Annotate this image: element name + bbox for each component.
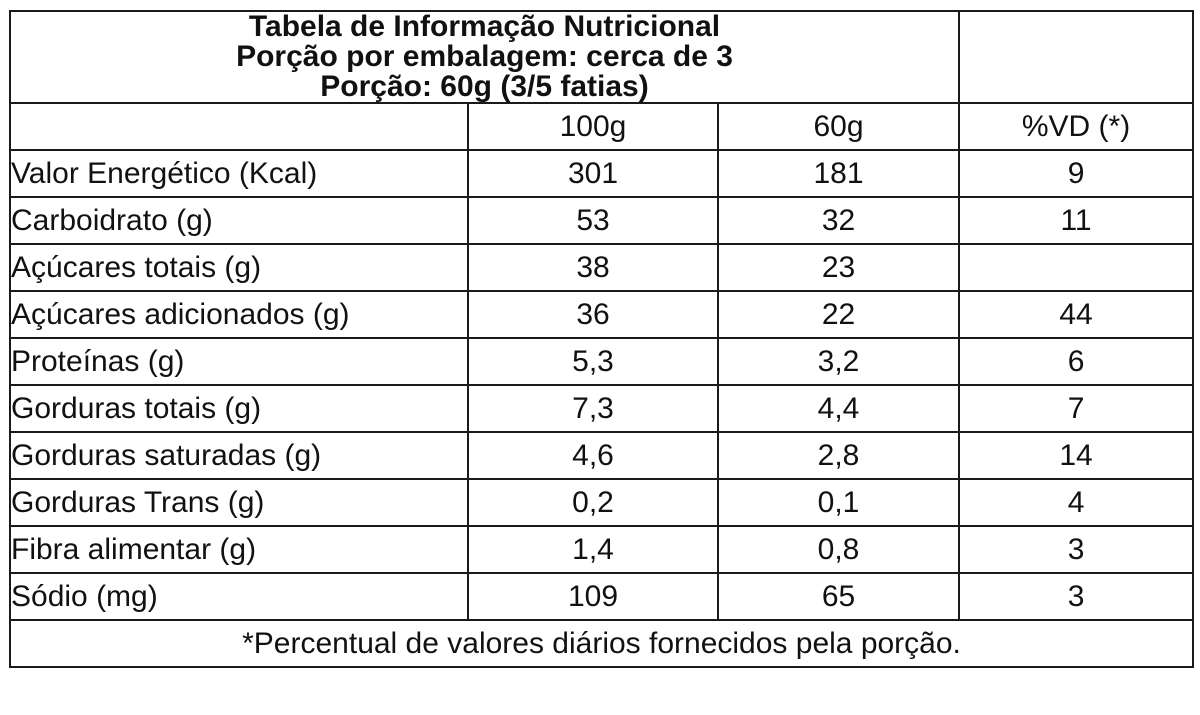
- value-vd: 44: [958, 290, 1195, 339]
- table-row: Açúcares adicionados (g) 36 22 44: [9, 290, 1195, 339]
- value-vd: 11: [958, 196, 1195, 245]
- value-60g: 0,1: [716, 478, 961, 527]
- value-100g: 36: [467, 290, 719, 339]
- value-60g: 0,8: [716, 525, 961, 574]
- column-header-row: 100g 60g %VD (*): [9, 102, 1195, 151]
- nutrient-name: Açúcares totais (g): [9, 243, 469, 292]
- value-60g: 181: [716, 149, 961, 198]
- value-60g: 65: [716, 572, 961, 621]
- column-header-nutrient: [9, 102, 469, 151]
- value-60g: 32: [716, 196, 961, 245]
- value-60g: 3,2: [716, 337, 961, 386]
- value-vd: 9: [958, 149, 1195, 198]
- table-row: Carboidrato (g) 53 32 11: [9, 196, 1195, 245]
- nutrition-table-container: Tabela de Informação Nutricional Porção …: [8, 10, 1195, 668]
- nutrient-name: Gorduras Trans (g): [9, 478, 469, 527]
- value-vd: 4: [958, 478, 1195, 527]
- table-row: Fibra alimentar (g) 1,4 0,8 3: [9, 525, 1195, 574]
- value-vd: 7: [958, 384, 1195, 433]
- value-vd: 6: [958, 337, 1195, 386]
- value-vd: 3: [958, 572, 1195, 621]
- table-row: Açúcares totais (g) 38 23: [9, 243, 1195, 292]
- nutrient-name: Valor Energético (Kcal): [9, 149, 469, 198]
- table-row: Gorduras Trans (g) 0,2 0,1 4: [9, 478, 1195, 527]
- nutrient-name: Carboidrato (g): [9, 196, 469, 245]
- table-row: Proteínas (g) 5,3 3,2 6: [9, 337, 1195, 386]
- table-row: Valor Energético (Kcal) 301 181 9: [9, 149, 1195, 198]
- footnote: *Percentual de valores diários fornecido…: [8, 619, 1195, 668]
- table-row: Gorduras saturadas (g) 4,6 2,8 14: [9, 431, 1195, 480]
- table-row: Gorduras totais (g) 7,3 4,4 7: [9, 384, 1195, 433]
- nutrient-name: Gorduras saturadas (g): [9, 431, 469, 480]
- value-100g: 1,4: [467, 525, 719, 574]
- value-100g: 38: [467, 243, 719, 292]
- value-vd: [958, 243, 1195, 292]
- value-100g: 301: [467, 149, 719, 198]
- column-header-vd: %VD (*): [958, 102, 1195, 151]
- nutrient-name: Proteínas (g): [9, 337, 469, 386]
- value-100g: 0,2: [467, 478, 719, 527]
- nutrient-name: Gorduras totais (g): [9, 384, 469, 433]
- nutrient-name: Fibra alimentar (g): [9, 525, 469, 574]
- value-100g: 109: [467, 572, 719, 621]
- footnote-row: *Percentual de valores diários fornecido…: [8, 619, 1195, 668]
- table-header: Tabela de Informação Nutricional Porção …: [8, 10, 961, 104]
- servings-per-package: Porção por embalagem: cerca de 3: [236, 40, 733, 73]
- nutrient-name: Açúcares adicionados (g): [9, 290, 469, 339]
- value-60g: 22: [716, 290, 961, 339]
- value-60g: 4,4: [716, 384, 961, 433]
- table-title: Tabela de Informação Nutricional: [248, 10, 721, 43]
- nutrient-name: Sódio (mg): [9, 572, 469, 621]
- title-row: Tabela de Informação Nutricional Porção …: [8, 10, 1195, 104]
- value-100g: 5,3: [467, 337, 719, 386]
- value-100g: 7,3: [467, 384, 719, 433]
- value-vd: 14: [958, 431, 1195, 480]
- value-100g: 53: [467, 196, 719, 245]
- empty-header-cell: [958, 10, 1195, 104]
- column-header-60g: 60g: [716, 102, 961, 151]
- nutrition-table: Tabela de Informação Nutricional Porção …: [8, 10, 1195, 668]
- value-60g: 2,8: [716, 431, 961, 480]
- table-row: Sódio (mg) 109 65 3: [9, 572, 1195, 621]
- value-60g: 23: [716, 243, 961, 292]
- value-100g: 4,6: [467, 431, 719, 480]
- column-header-100g: 100g: [467, 102, 719, 151]
- value-vd: 3: [958, 525, 1195, 574]
- serving-size: Porção: 60g (3/5 fatias): [320, 70, 649, 103]
